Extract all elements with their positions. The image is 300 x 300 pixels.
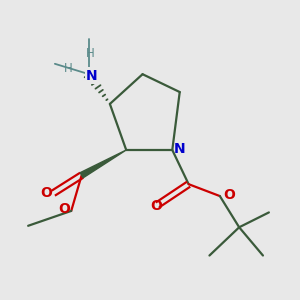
Text: N: N [174,142,185,156]
Text: O: O [40,186,52,200]
Text: H: H [64,62,73,75]
Text: H: H [86,47,95,60]
Text: O: O [58,202,70,216]
Text: N: N [86,69,98,83]
Polygon shape [80,150,126,178]
Text: O: O [223,188,235,202]
Text: O: O [150,200,162,214]
